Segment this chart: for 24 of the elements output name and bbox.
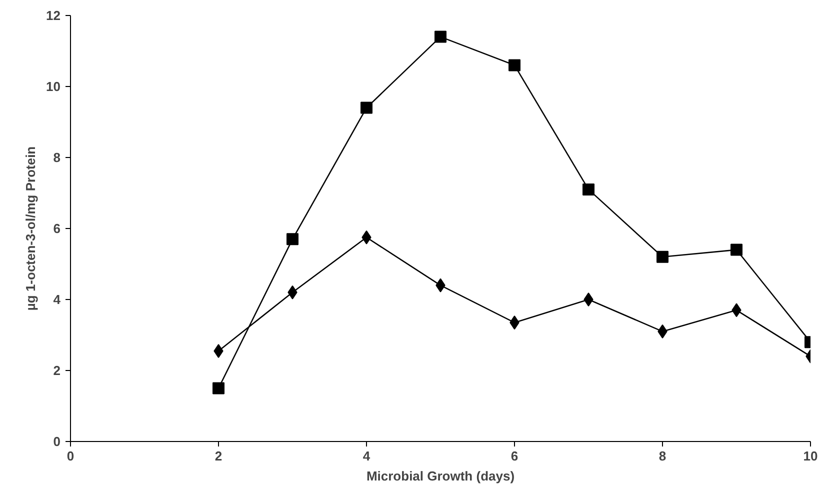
x-tick-label: 4 <box>362 448 371 464</box>
x-tick-label: 10 <box>803 448 818 464</box>
point <box>212 382 224 394</box>
y-tick-label: 2 <box>53 363 61 378</box>
point <box>508 59 520 72</box>
x-tick-label: 2 <box>214 448 222 464</box>
y-tick-label: 8 <box>53 150 61 165</box>
point <box>286 233 298 246</box>
x-tick-label: 6 <box>510 448 518 464</box>
point <box>730 244 742 256</box>
y-tick-label: 10 <box>46 79 61 94</box>
point <box>582 183 594 196</box>
point <box>434 30 446 43</box>
x-axis-title: Microbial Growth (days) <box>366 468 515 484</box>
y-tick-label: 0 <box>53 434 61 449</box>
point <box>584 292 594 306</box>
y-tick-label: 12 <box>46 8 61 23</box>
point <box>360 102 372 114</box>
point <box>656 250 668 263</box>
x-tick-label: 8 <box>658 448 666 464</box>
x-tick-label: 0 <box>66 448 74 464</box>
y-tick-label: 6 <box>53 221 61 236</box>
y-tick-label: 4 <box>53 292 62 307</box>
y-axis-title: µg 1-octen-3-ol/mg Protein <box>23 146 38 311</box>
